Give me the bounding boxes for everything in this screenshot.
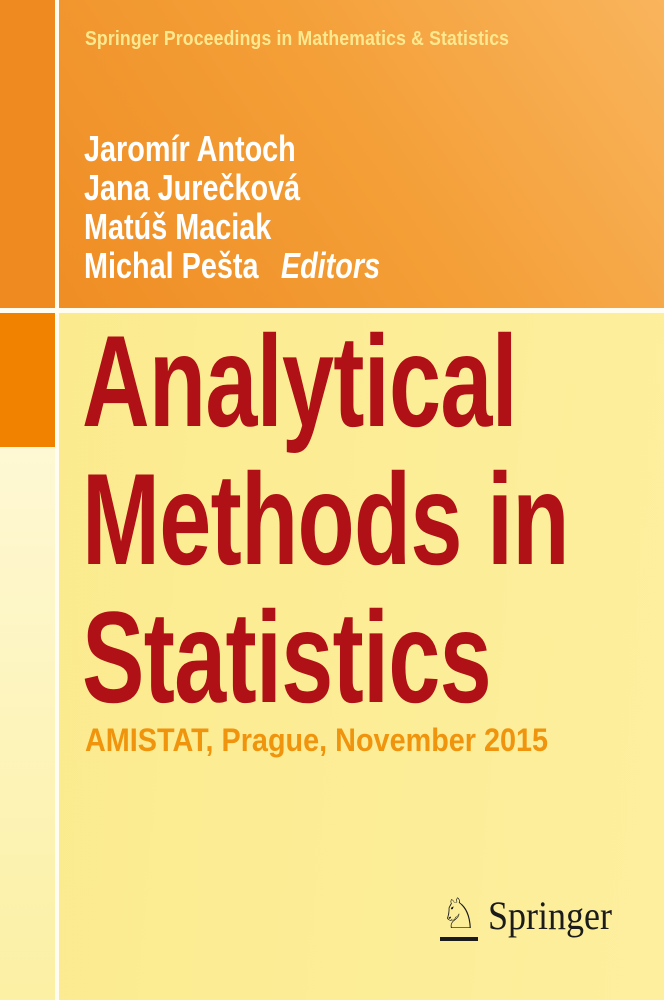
editor-name: Matúš Maciak (84, 207, 380, 246)
book-title-line: Methods in (82, 446, 569, 592)
vertical-divider (55, 0, 59, 1000)
book-subtitle: AMISTAT, Prague, November 2015 (85, 722, 549, 758)
cover-top-band (0, 0, 664, 308)
horizontal-divider (0, 308, 664, 313)
springer-logo: ♘ Springer (438, 892, 626, 944)
left-rail-top (0, 0, 55, 308)
editor-name-text: Jana Jurečková (84, 167, 301, 208)
left-rail-accent-square (0, 313, 55, 447)
editors-role-label: Editors (280, 245, 381, 286)
book-title-line: Statistics (82, 584, 492, 730)
editor-name-text: Michal Pešta (84, 245, 259, 286)
editor-name: Jaromír Antoch (84, 129, 380, 168)
editor-name: Michal Pešta Editors (84, 246, 380, 285)
editors-block: Jaromír Antoch Jana Jurečková Matúš Maci… (84, 129, 380, 285)
book-title: Analytical Methods in Statistics (82, 312, 569, 726)
horse-knight-glyph: ♘ (440, 889, 478, 938)
series-title: Springer Proceedings in Mathematics & St… (85, 28, 510, 50)
left-rail-bottom (0, 447, 55, 1000)
editor-name-text: Matúš Maciak (84, 206, 272, 247)
editor-name: Jana Jurečková (84, 168, 380, 207)
book-title-line: Analytical (82, 308, 518, 454)
logo-underline-bar (440, 937, 478, 941)
springer-horse-icon: ♘ (438, 892, 480, 941)
editor-name-text: Jaromír Antoch (84, 128, 296, 169)
springer-wordmark: Springer (488, 893, 612, 938)
